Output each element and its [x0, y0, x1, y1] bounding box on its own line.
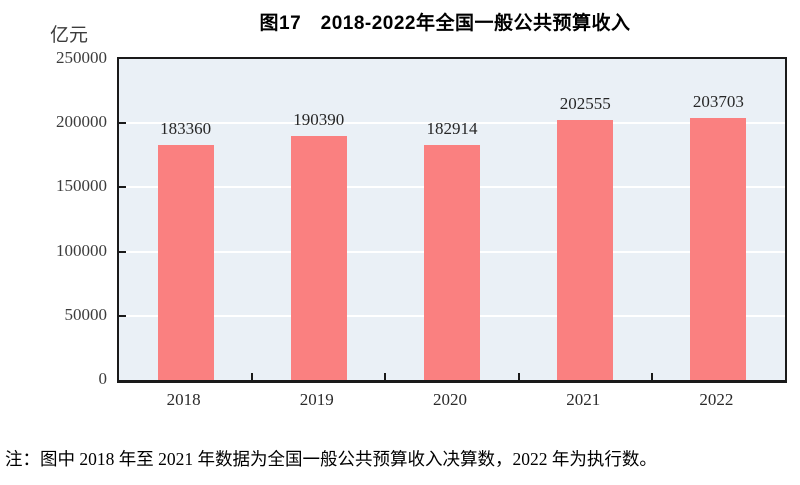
bar-2020: [424, 145, 480, 380]
x-axis-tick-label: 2019: [299, 390, 334, 409]
bar-2021: [557, 119, 614, 380]
bar-value-label: 190390: [293, 109, 345, 129]
plot-area: 183360 190390 182914 202555 203703: [117, 57, 787, 383]
y-axis-tick: [119, 186, 126, 189]
bar-2019: [290, 135, 347, 380]
x-axis-tick-label: 2021: [566, 390, 601, 409]
x-axis-tick: [384, 373, 387, 380]
y-axis-tick-label: 250000: [56, 48, 107, 67]
bar-value-label: 182914: [426, 119, 478, 139]
bar-value-label: 203703: [692, 92, 744, 112]
gridline: [119, 122, 785, 125]
y-axis-tick: [119, 122, 126, 125]
y-axis-tick-label: 200000: [56, 112, 107, 132]
x-axis-tick-label: 2018: [166, 390, 201, 409]
figure-note: 注：图中 2018 年至 2021 年数据为全国一般公共预算收入决算数，2022…: [5, 449, 657, 469]
bar-2022: [690, 118, 747, 380]
y-axis-tick: [119, 314, 126, 317]
y-axis-tick-label: 150000: [56, 176, 107, 196]
y-axis-tick-label: 100000: [56, 240, 107, 260]
y-axis-unit-label: 亿元: [50, 25, 89, 46]
x-axis-tick-label: 2020: [432, 390, 467, 409]
y-axis-tick-label: 50000: [64, 304, 108, 324]
x-axis-tick: [517, 373, 520, 380]
y-axis-tick-label: 0: [98, 369, 108, 388]
x-axis-tick-label: 2022: [699, 390, 734, 409]
figure-title: 图17 2018-2022年全国一般公共预算收入: [259, 13, 631, 34]
bar-value-label: 183360: [160, 118, 212, 138]
x-axis-tick: [650, 373, 653, 380]
bar-value-label: 202555: [559, 93, 611, 113]
bar-2018: [157, 144, 214, 380]
y-axis-tick: [119, 250, 126, 253]
x-axis-tick: [251, 373, 254, 380]
